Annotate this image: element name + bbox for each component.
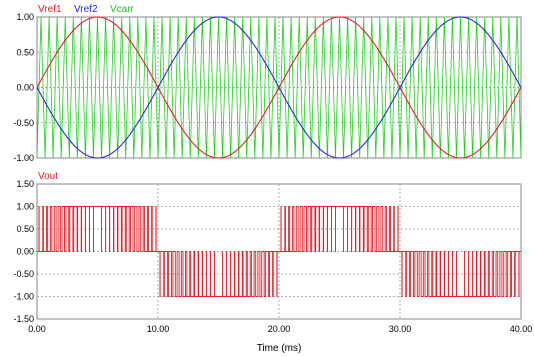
y-tick-label: 1.50 (16, 179, 34, 189)
legend-vref1: Vref1 (38, 4, 62, 15)
y-tick-label: 0.00 (16, 83, 34, 93)
y-tick-label: 0.00 (16, 247, 34, 257)
y-tick-label: -1.00 (13, 292, 34, 302)
x-tick-labels: 0.00 10.00 20.00 30.00 40.00 (28, 324, 532, 334)
series-vcarr-line (36, 16, 522, 159)
bottom-panel: 1.50 1.00 0.50 0.00 -0.50 -1.00 -1.50 0.00 10.0… (13, 171, 532, 354)
legend-vref2: Vref2 (74, 4, 98, 15)
legend-vcarr: Vcarr (110, 4, 135, 15)
y-tick-label: 1.00 (16, 202, 34, 212)
x-tick-label: 0.00 (28, 324, 46, 334)
series-vout-line (37, 206, 521, 297)
top-series (36, 16, 522, 159)
legend-vout: Vout (38, 171, 58, 182)
y-tick-label: -0.50 (13, 118, 34, 128)
x-tick-label: 10.00 (147, 324, 170, 334)
y-tick-label: 1.00 (16, 12, 34, 22)
y-tick-label: -0.50 (13, 269, 34, 279)
bottom-y-tick-labels: 1.50 1.00 0.50 0.00 -0.50 -1.00 -1.50 (13, 179, 34, 324)
x-tick-label: 20.00 (268, 324, 291, 334)
y-tick-label: -1.50 (13, 314, 34, 324)
series-vref2-line (36, 16, 522, 159)
bottom-series (37, 206, 521, 297)
y-tick-label: 0.50 (16, 47, 34, 57)
top-legend: Vref1 Vref2 Vcarr (38, 4, 135, 15)
x-tick-label: 30.00 (389, 324, 412, 334)
x-tick-label: 40.00 (510, 324, 533, 334)
top-panel: 1.00 0.50 0.00 -0.50 -1.00 Vref1 Vref2 Vcarr (13, 4, 522, 163)
y-tick-label: -1.00 (13, 153, 34, 163)
top-y-tick-labels: 1.00 0.50 0.00 -0.50 -1.00 (13, 12, 34, 163)
y-tick-label: 0.50 (16, 224, 34, 234)
x-axis-label: Time (ms) (257, 343, 302, 354)
